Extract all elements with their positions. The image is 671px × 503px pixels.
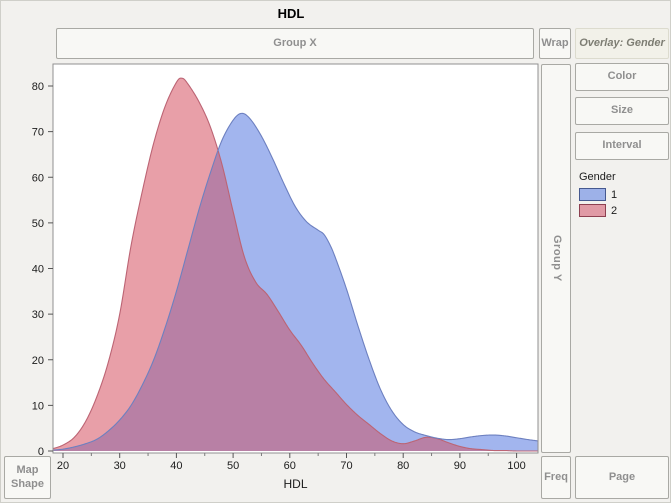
legend-item-label: 2 (611, 204, 618, 217)
density-curve-gender-2[interactable] (53, 77, 538, 452)
x-axis[interactable]: 20 30 40 50 60 70 80 90 100 HDL (57, 453, 526, 491)
x-tick-label[interactable]: 50 (227, 460, 239, 472)
drop-zone-page[interactable]: Page (575, 456, 669, 499)
chart-title: HDL (277, 6, 305, 21)
drop-zone-wrap[interactable]: Wrap (539, 28, 571, 59)
legend-swatch-2[interactable] (579, 204, 606, 217)
x-tick-label[interactable]: 100 (507, 460, 525, 472)
drop-zone-group-x[interactable]: Group X (56, 28, 534, 59)
x-tick-label[interactable]: 80 (397, 460, 409, 472)
x-tick-label[interactable]: 60 (284, 460, 296, 472)
y-tick-label[interactable]: 20 (32, 355, 44, 367)
x-tick-label[interactable]: 90 (454, 460, 466, 472)
drop-zone-color[interactable]: Color (575, 63, 669, 91)
y-tick-label[interactable]: 80 (32, 81, 44, 93)
drop-zone-overlay[interactable]: Overlay: Gender (575, 28, 669, 59)
drop-zone-freq-label: Freq (544, 470, 568, 483)
y-tick-label[interactable]: 60 (32, 172, 44, 184)
drop-zone-interval-label: Interval (602, 139, 642, 152)
x-tick-label[interactable]: 70 (340, 460, 352, 472)
drop-zone-interval[interactable]: Interval (575, 132, 669, 160)
y-tick-label[interactable]: 30 (32, 309, 44, 321)
drop-zone-group-y[interactable]: Group Y (541, 64, 571, 453)
x-tick-label[interactable]: 20 (57, 460, 69, 472)
drop-zone-group-y-label: Group Y (550, 235, 563, 282)
legend-item-label: 1 (611, 188, 618, 201)
density-overlap-area (53, 152, 538, 451)
x-tick-label[interactable]: 30 (114, 460, 126, 472)
drop-zone-map-shape-label2: Shape (10, 477, 44, 490)
drop-zone-size-label: Size (610, 104, 633, 117)
density-curve-gender-1[interactable] (53, 112, 538, 451)
drop-zone-map-shape[interactable]: Map Shape (4, 456, 51, 499)
drop-zone-group-x-label: Group X (273, 36, 317, 49)
x-axis-title[interactable]: HDL (283, 477, 307, 491)
drop-zone-color-label: Color (607, 70, 637, 83)
plot-layers (53, 77, 538, 452)
y-tick-label[interactable]: 50 (32, 218, 44, 230)
drop-zone-overlay-label: Overlay: Gender (579, 36, 665, 49)
y-tick-label[interactable]: 70 (32, 127, 44, 139)
y-tick-label[interactable]: 0 (38, 446, 44, 458)
y-tick-label[interactable]: 40 (32, 264, 44, 276)
drop-zone-size[interactable]: Size (575, 97, 669, 125)
y-axis[interactable]: 0 10 20 30 40 50 60 70 80 (32, 81, 53, 458)
legend-item-2[interactable]: 2 (579, 204, 617, 217)
plot-border (52, 63, 539, 454)
x-tick-label[interactable]: 40 (170, 460, 182, 472)
legend: Gender 1 2 (579, 171, 617, 220)
legend-item-1[interactable]: 1 (579, 188, 617, 201)
drop-zone-page-label: Page (608, 470, 636, 483)
drop-zone-wrap-label: Wrap (541, 36, 569, 49)
drop-zone-freq[interactable]: Freq (541, 456, 571, 499)
y-tick-label[interactable]: 10 (32, 400, 44, 412)
legend-title: Gender (579, 171, 616, 183)
drop-zone-map-shape-label1: Map (16, 463, 39, 476)
legend-swatch-1[interactable] (579, 188, 606, 201)
